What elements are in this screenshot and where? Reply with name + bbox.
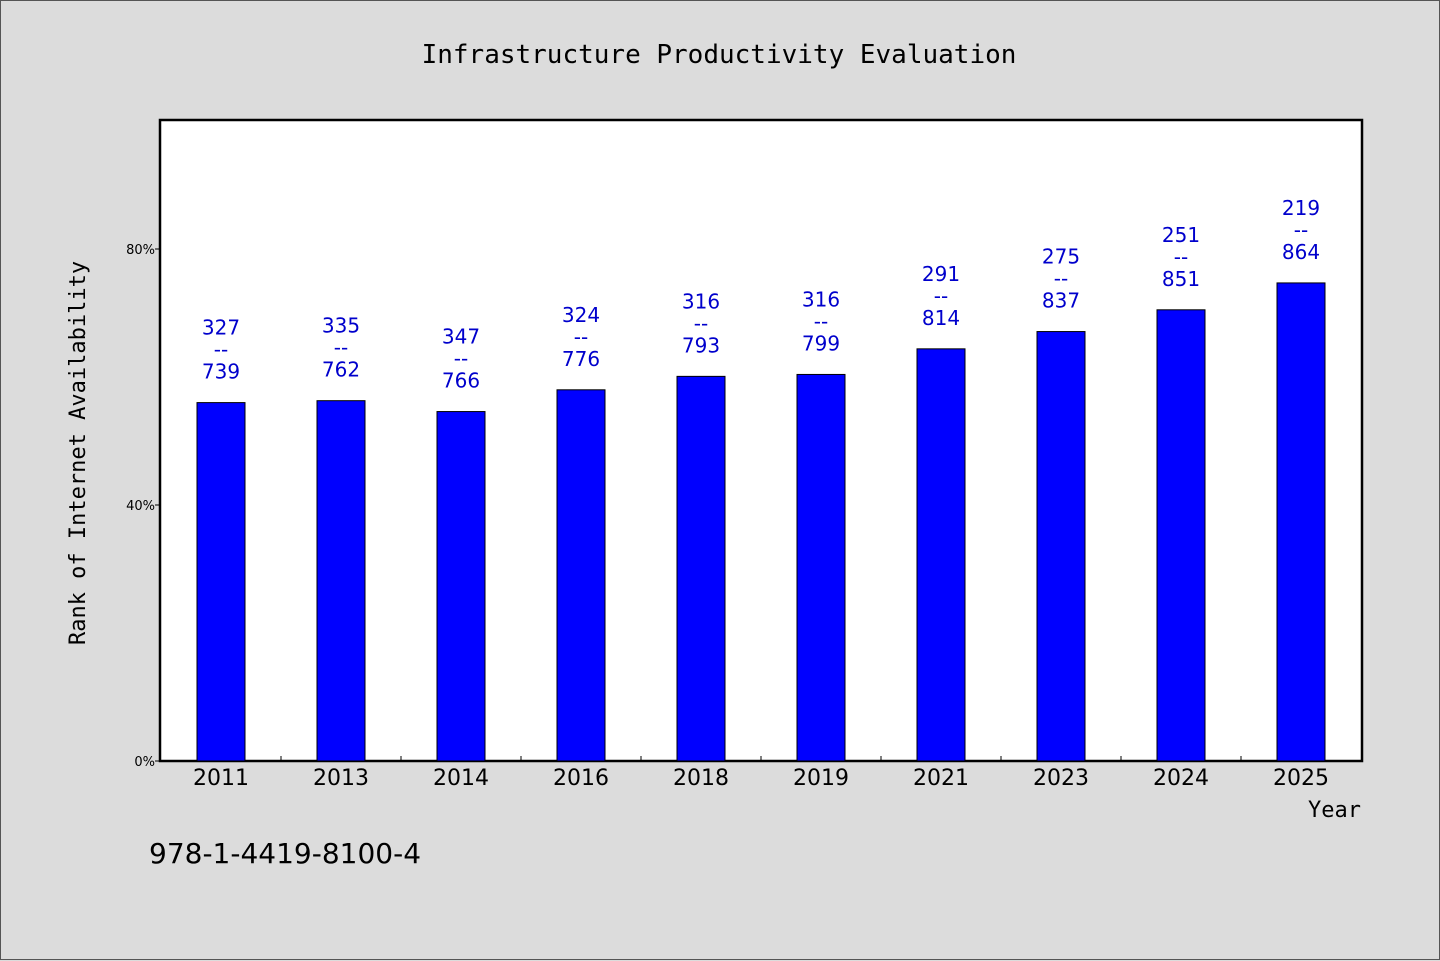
data-label-separator: -- bbox=[334, 336, 348, 360]
data-label-bottom: 793 bbox=[682, 333, 720, 357]
chart-title: Infrastructure Productivity Evaluation bbox=[422, 40, 1017, 70]
x-tick-label: 2024 bbox=[1153, 766, 1209, 791]
data-label-top: 327 bbox=[202, 316, 240, 340]
data-label-bottom: 766 bbox=[442, 369, 480, 393]
y-tick-label: 40% bbox=[126, 499, 155, 514]
x-axis: 2011 2013 2014 2016 2018 2019 2021 2023 2024 2025 bbox=[193, 756, 1329, 791]
bar bbox=[556, 389, 606, 762]
data-label-bottom: 799 bbox=[802, 331, 840, 355]
x-tick-label: 2016 bbox=[553, 766, 609, 791]
data-label-bottom: 739 bbox=[202, 360, 240, 384]
data-label-top: 219 bbox=[1282, 196, 1320, 220]
data-label-bottom: 864 bbox=[1282, 240, 1320, 264]
data-label-bottom: 851 bbox=[1162, 267, 1200, 291]
bar bbox=[1036, 331, 1086, 762]
data-label-separator: -- bbox=[1054, 267, 1068, 291]
bar bbox=[436, 411, 486, 762]
data-label-top: 324 bbox=[562, 303, 600, 327]
data-label-top: 275 bbox=[1042, 245, 1080, 269]
data-label-separator: -- bbox=[1174, 245, 1188, 269]
data-label-separator: -- bbox=[934, 284, 948, 308]
data-label-top: 316 bbox=[802, 287, 840, 311]
bar bbox=[796, 373, 846, 762]
data-label-top: 335 bbox=[322, 314, 360, 338]
bar bbox=[916, 348, 966, 762]
x-tick-label: 2011 bbox=[193, 766, 249, 791]
bar bbox=[1276, 282, 1326, 762]
bars-group bbox=[196, 282, 1326, 762]
y-axis-label: Rank of Internet Availability bbox=[66, 261, 91, 645]
data-label-bottom: 837 bbox=[1042, 289, 1080, 313]
x-tick-label: 2014 bbox=[433, 766, 489, 791]
x-tick-label: 2025 bbox=[1273, 766, 1329, 791]
y-tick-label: 80% bbox=[126, 243, 155, 258]
data-label-top: 251 bbox=[1162, 223, 1200, 247]
x-tick-label: 2023 bbox=[1033, 766, 1089, 791]
y-axis: 0% 40% 80% bbox=[126, 243, 161, 770]
data-label-bottom: 762 bbox=[322, 358, 360, 382]
data-label-bottom: 814 bbox=[922, 306, 960, 330]
x-tick-label: 2013 bbox=[313, 766, 369, 791]
data-label-separator: -- bbox=[814, 309, 828, 333]
data-labels-group: 327--739335--762347--766324--776316--793… bbox=[202, 196, 1320, 393]
x-axis-label: Year bbox=[1308, 798, 1361, 823]
y-tick-label: 0% bbox=[134, 755, 155, 770]
x-tick-label: 2018 bbox=[673, 766, 729, 791]
data-label-top: 347 bbox=[442, 325, 480, 349]
data-label-bottom: 776 bbox=[562, 347, 600, 371]
bar bbox=[676, 375, 726, 762]
x-tick-label: 2021 bbox=[913, 766, 969, 791]
bar bbox=[196, 402, 246, 762]
data-label-top: 316 bbox=[682, 289, 720, 313]
data-label-separator: -- bbox=[694, 311, 708, 335]
data-label-separator: -- bbox=[214, 338, 228, 362]
isbn-footer: 978-1-4419-8100-4 bbox=[149, 837, 421, 870]
data-label-separator: -- bbox=[1294, 218, 1308, 242]
x-tick-label: 2019 bbox=[793, 766, 849, 791]
bar bbox=[316, 400, 366, 762]
bar bbox=[1156, 309, 1206, 762]
data-label-separator: -- bbox=[574, 325, 588, 349]
data-label-separator: -- bbox=[454, 347, 468, 371]
data-label-top: 291 bbox=[922, 262, 960, 286]
